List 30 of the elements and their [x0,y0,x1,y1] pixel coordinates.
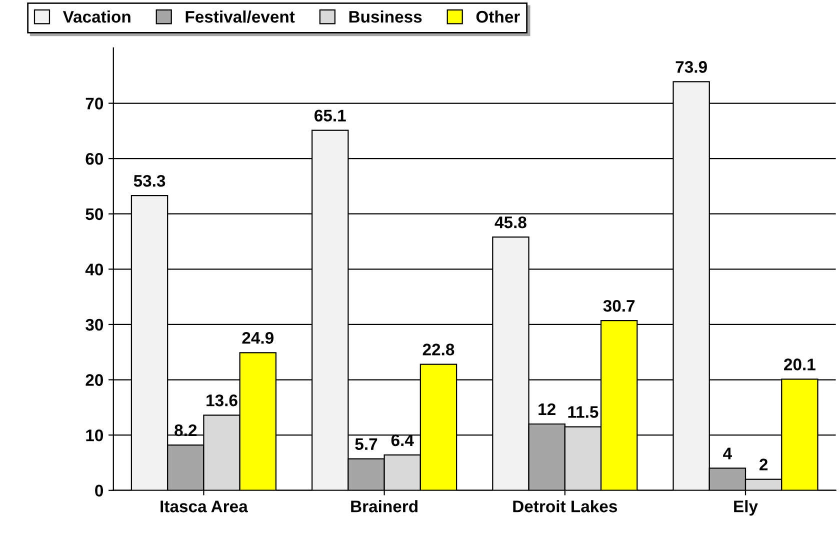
data-label: 45.8 [494,216,526,228]
data-label: 24.9 [242,332,274,344]
y-tick-label: 20 [86,374,103,386]
data-label: 20.1 [784,358,816,370]
data-label: 73.9 [676,61,707,73]
x-tick-label: Brainerd [351,500,418,512]
legend-label: Other [476,10,520,23]
data-label: 2 [760,458,768,470]
y-tick-label: 50 [86,208,103,220]
data-label: 22.8 [422,344,454,356]
y-tick-label: 40 [85,264,103,276]
data-label: 30.7 [603,300,635,312]
data-label: 12 [538,403,556,415]
y-tick-label: 70 [86,98,103,110]
y-tick-label: 0 [95,484,103,497]
y-tick-label: 60 [86,152,103,165]
x-tick-label: Ely [734,500,758,516]
data-label: 5.7 [355,438,378,450]
x-tick-label: Detroit Lakes [513,500,618,512]
data-label: 4 [723,448,732,460]
legend-label: Vacation [62,10,130,23]
data-label: 13.6 [206,394,238,406]
legend-label: Festival/event [186,10,295,23]
x-tick-label: Itasca Area [160,500,248,512]
y-tick-label: 30 [86,318,103,331]
data-label: 11.5 [568,406,598,418]
data-label: 53.3 [134,174,166,187]
data-label: 65.1 [314,110,346,122]
y-tick-label: 10 [86,429,103,442]
legend-label: Business [349,10,422,23]
